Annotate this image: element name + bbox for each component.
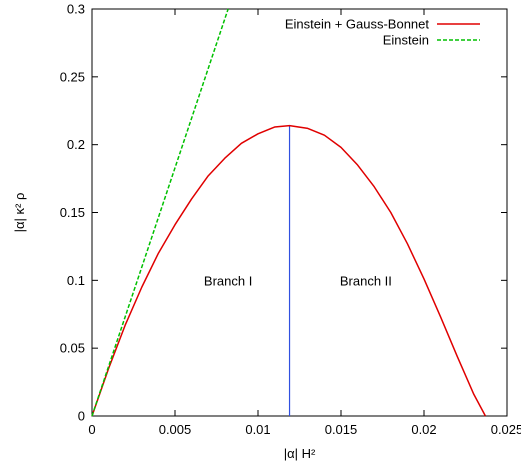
annotations: Branch I Branch II	[204, 273, 392, 288]
y-tick-label: 0	[78, 409, 85, 424]
x-axis-title: |α| H²	[284, 446, 316, 461]
x-tick-label: 0.025	[491, 422, 521, 437]
y-axis-title: |α| κ² ρ	[12, 193, 27, 233]
legend-label: Einstein	[383, 33, 429, 48]
legend-label: Einstein + Gauss-Bonnet	[285, 17, 430, 32]
x-tick-label: 0.005	[159, 422, 192, 437]
y-tick-label: 0.2	[67, 137, 85, 152]
y-tick-label: 0.3	[67, 2, 85, 17]
y-tick-label: 0.25	[60, 69, 85, 84]
x-tick-label: 0	[88, 422, 95, 437]
series-line-einstein	[91, 8, 229, 417]
y-tick-label: 0.05	[60, 341, 85, 356]
x-tick-label: 0.01	[245, 422, 270, 437]
branch-label: Branch I	[204, 273, 252, 288]
series-line-einstein-gauss-bonnet	[91, 124, 487, 417]
y-tick-label: 0.1	[67, 273, 85, 288]
branch-label: Branch II	[340, 273, 392, 288]
axes-frame	[91, 8, 508, 417]
y-ticks: 0 0.05 0.1 0.15 0.2 0.25 0.3	[60, 2, 507, 424]
x-tick-label: 0.02	[411, 422, 436, 437]
plot-frame	[91, 8, 508, 417]
series	[91, 8, 487, 417]
x-ticks: 0 0.005 0.01 0.015 0.02 0.025	[88, 9, 521, 437]
x-tick-label: 0.015	[325, 422, 358, 437]
y-tick-label: 0.15	[60, 205, 85, 220]
